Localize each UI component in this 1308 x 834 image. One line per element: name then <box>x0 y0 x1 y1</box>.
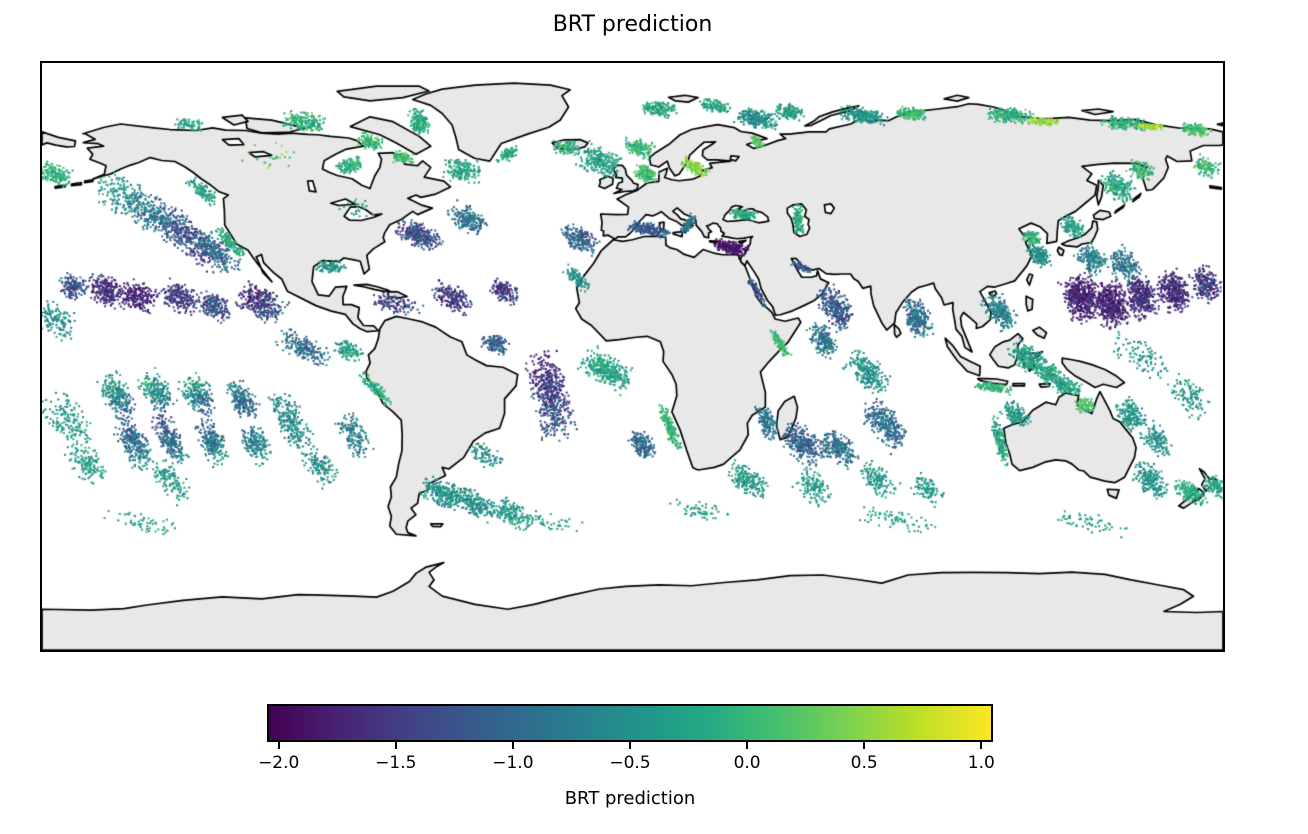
colorbar-tick-label: 0.0 <box>733 753 761 773</box>
map-axes <box>40 61 1225 652</box>
colorbar-ticks: −2.0 −1.5 −1.0 −0.5 0.0 0.5 1.0 <box>258 742 995 786</box>
colorbar-tick-label: 0.5 <box>850 753 878 773</box>
colorbar-tick-label: −0.5 <box>609 753 651 773</box>
colorbar-tick <box>394 742 397 749</box>
colorbar-label: BRT prediction <box>564 788 696 809</box>
colorbar-tick <box>746 742 749 749</box>
colorbar-tick-label: −1.5 <box>375 753 417 773</box>
colorbar-tick-label: 1.0 <box>967 753 995 773</box>
colorbar <box>267 704 993 742</box>
colorbar-tick <box>511 742 514 749</box>
colorbar-tick <box>277 742 280 749</box>
colorbar-tick-label: −2.0 <box>258 753 300 773</box>
figure-title: BRT prediction <box>552 12 713 37</box>
colorbar-tick-label: −1.0 <box>492 753 534 773</box>
colorbar-gradient <box>269 706 991 740</box>
map-canvas <box>42 63 1223 650</box>
colorbar-tick <box>980 742 983 749</box>
colorbar-tick <box>629 742 631 749</box>
colorbar-tick <box>863 742 866 749</box>
